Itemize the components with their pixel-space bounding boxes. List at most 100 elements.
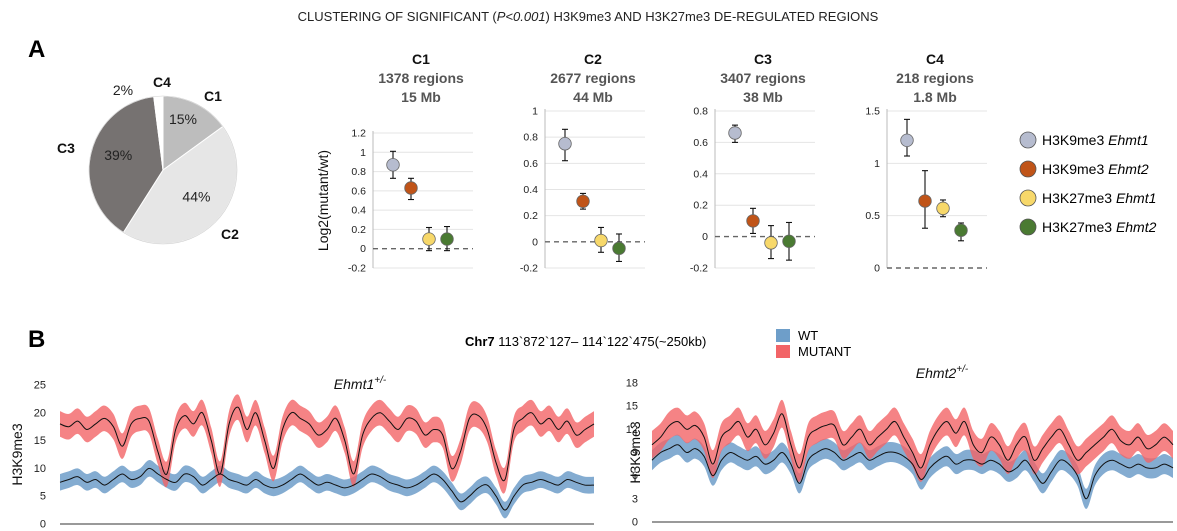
band-wt	[652, 434, 1173, 509]
pie-percent-c4: 2%	[113, 82, 133, 98]
legend-label-wt: WT	[798, 328, 818, 343]
data-point-h3k9me3-ehmt1	[558, 137, 572, 151]
legend-label-mutant: MUTANT	[798, 344, 851, 359]
dotplot-title-line: 15 Mb	[401, 89, 441, 105]
data-point-h3k9me3-ehmt1	[728, 126, 742, 140]
data-point-h3k9me3-ehmt2	[746, 214, 760, 228]
y-tick-label: 0	[632, 517, 638, 529]
legend-label-h3k9me3-ehmt2: H3K9me3 Ehmt2	[1042, 161, 1149, 177]
data-point-h3k27me3-ehmt1	[594, 233, 608, 248]
y-tick-label: 3	[632, 493, 638, 505]
mean-line-wt	[59, 467, 595, 511]
y-tick-label: 0.8	[351, 166, 366, 178]
data-point-h3k27me3-ehmt2	[612, 241, 626, 256]
y-tick-label: 6	[632, 470, 638, 482]
y-tick-label: 0.8	[693, 106, 708, 118]
y-tick-label: 20	[34, 407, 46, 419]
y-tick-label: 0	[532, 236, 538, 248]
track-title: Ehmt2+/-	[916, 364, 969, 381]
dot-plots: C1 1378 regions 15 Mb -0.2 0 0.2 0.4 0.6 0.8 1 1.2…	[315, 51, 987, 275]
data-point-h3k27me3-ehmt2	[440, 232, 454, 246]
y-tick-label: 0	[874, 263, 880, 275]
y-tick-label: 0.8	[523, 132, 538, 144]
dotplot-c2: C2 2677 regions 44 Mb -0.2 0 0.2 0.4 0.6 0.8 1	[520, 51, 645, 275]
dotplot-c1: C1 1378 regions 15 Mb -0.2 0 0.2 0.4 0.6 0.8 1 1.2…	[315, 51, 473, 275]
pie-category-c2: C2	[221, 226, 239, 242]
track-ehmt1: Ehmt1+/- 0 5 10 15 20 25 H3K9me3	[9, 375, 595, 531]
y-axis-label: Log2(mutant/wt)	[315, 150, 331, 251]
y-axis-label: H3K9me3	[627, 421, 643, 483]
y-tick-label: 15	[34, 435, 46, 447]
figure-title: CLUSTERING OF SIGNIFICANT (P<0.001) H3K9…	[298, 9, 879, 24]
y-tick-label: 0	[40, 519, 46, 531]
y-tick-label: 0.4	[523, 184, 538, 196]
legend: H3K9me3 Ehmt1 H3K9me3 Ehmt2 H3K27me3 Ehm…	[1019, 131, 1157, 236]
data-point-h3k27me3-ehmt1	[936, 201, 950, 216]
legend-label-h3k9me3-ehmt1: H3K9me3 Ehmt1	[1042, 132, 1149, 148]
data-point-h3k9me3-ehmt2	[918, 194, 932, 208]
track-title: Ehmt1+/-	[334, 375, 387, 392]
legend-marker-h3k9me3-ehmt1	[1019, 131, 1037, 149]
data-point-h3k9me3-ehmt1	[900, 133, 914, 148]
mean-line-mutant	[59, 406, 595, 482]
y-tick-label: 1	[874, 158, 880, 170]
y-tick-label: 0.4	[693, 168, 708, 180]
data-point-h3k9me3-ehmt2	[404, 181, 418, 195]
pie-percent-c2: 44%	[182, 188, 210, 204]
dotplot-title-line: 218 regions	[896, 70, 974, 86]
dotplot-title-line: 3407 regions	[720, 70, 806, 86]
band-wt	[60, 460, 594, 519]
y-tick-label: 5	[40, 491, 46, 503]
y-tick-label: 0.6	[523, 158, 538, 170]
legend-marker-h3k9me3-ehmt2	[1019, 160, 1037, 178]
mean-line-wt	[651, 444, 1174, 500]
data-point-h3k9me3-ehmt1	[386, 158, 400, 172]
legend-swatch-mutant	[776, 345, 790, 358]
y-tick-label: 1	[360, 147, 366, 159]
data-point-h3k27me3-ehmt2	[954, 223, 968, 238]
y-tick-label: 10	[34, 463, 46, 475]
pie-percent-c3: 39%	[104, 147, 132, 163]
y-tick-label: -0.2	[348, 263, 366, 275]
pie-category-c3: C3	[57, 140, 75, 156]
pie-percent-c1: 15%	[169, 111, 197, 127]
dotplot-title-line: C4	[926, 51, 944, 67]
panel-label-b: B	[28, 326, 45, 353]
dotplot-c3: C3 3407 regions 38 Mb -0.2 0 0.2 0.4 0.6 0.8	[690, 51, 815, 275]
y-tick-label: 15	[626, 401, 638, 413]
dotplot-c4: C4 218 regions 1.8 Mb 0 0.5 1 1.5	[865, 51, 987, 275]
y-tick-label: 9	[632, 447, 638, 459]
dotplot-title-line: 1378 regions	[378, 70, 464, 86]
y-tick-label: -0.2	[690, 263, 708, 275]
data-point-h3k9me3-ehmt2	[576, 194, 590, 208]
legend-label-h3k27me3-ehmt2: H3K27me3 Ehmt2	[1042, 219, 1157, 235]
data-point-h3k27me3-ehmt2	[782, 234, 796, 249]
dotplot-title-line: 2677 regions	[550, 70, 636, 86]
pie-category-c4: C4	[153, 74, 171, 90]
dotplot-title-line: C2	[584, 51, 602, 67]
band-mutant	[652, 399, 1173, 482]
y-tick-label: 18	[626, 378, 638, 390]
data-point-h3k27me3-ehmt1	[422, 232, 436, 246]
dotplot-title-line: C1	[412, 51, 430, 67]
legend-marker-h3k27me3-ehmt1	[1019, 189, 1037, 207]
dotplot-title-line: 44 Mb	[573, 89, 613, 105]
data-point-h3k27me3-ehmt1	[764, 236, 778, 250]
y-tick-label: 0.5	[865, 210, 880, 222]
y-tick-label: 0	[702, 231, 708, 243]
pie-chart: 15% C1 44% C2 39% C3 2% C4	[57, 74, 239, 245]
y-tick-label: 1	[532, 106, 538, 118]
y-tick-label: 1.5	[865, 106, 880, 118]
legend-label-h3k27me3-ehmt1: H3K27me3 Ehmt1	[1042, 190, 1156, 206]
y-tick-label: 0.4	[351, 205, 366, 217]
y-tick-label: 25	[34, 380, 46, 392]
track-ehmt2: Ehmt2+/- 0 3 6 9 12 15 18 H3K9me3	[626, 364, 1174, 529]
mean-line-mutant	[651, 413, 1174, 469]
y-tick-label: -0.2	[520, 263, 538, 275]
pie-outline	[88, 95, 238, 245]
dotplot-title-line: 38 Mb	[743, 89, 783, 105]
dotplot-title-line: 1.8 Mb	[913, 89, 957, 105]
y-tick-label: 0.2	[523, 210, 538, 222]
pie-category-c1: C1	[204, 88, 222, 104]
